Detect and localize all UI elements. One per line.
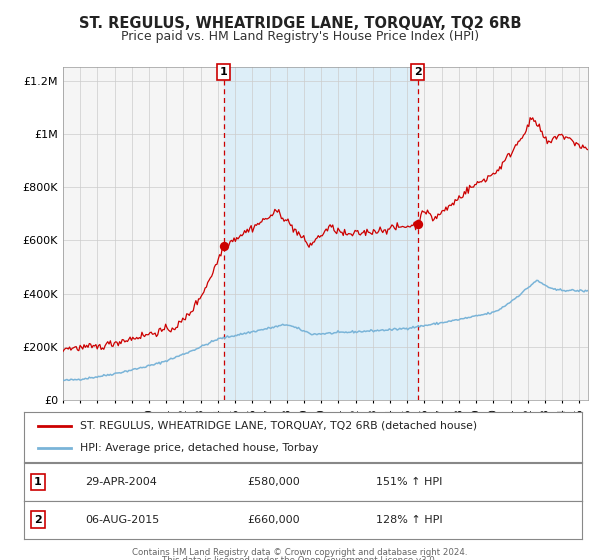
Bar (224, 67, 418, 400)
Text: 128% ↑ HPI: 128% ↑ HPI (376, 515, 442, 525)
Text: 29-APR-2004: 29-APR-2004 (85, 477, 157, 487)
Text: £660,000: £660,000 (247, 515, 300, 525)
Text: 151% ↑ HPI: 151% ↑ HPI (376, 477, 442, 487)
Text: ST. REGULUS, WHEATRIDGE LANE, TORQUAY, TQ2 6RB (detached house): ST. REGULUS, WHEATRIDGE LANE, TORQUAY, T… (80, 421, 477, 431)
Text: 2: 2 (414, 67, 421, 77)
Point (219, 241, 229, 250)
Text: This data is licensed under the Open Government Licence v3.0.: This data is licensed under the Open Gov… (163, 556, 437, 560)
Text: Contains HM Land Registry data © Crown copyright and database right 2024.: Contains HM Land Registry data © Crown c… (132, 548, 468, 557)
Text: 06-AUG-2015: 06-AUG-2015 (85, 515, 160, 525)
Text: ST. REGULUS, WHEATRIDGE LANE, TORQUAY, TQ2 6RB: ST. REGULUS, WHEATRIDGE LANE, TORQUAY, T… (79, 16, 521, 31)
Text: HPI: Average price, detached house, Torbay: HPI: Average price, detached house, Torb… (80, 443, 318, 453)
Text: £580,000: £580,000 (247, 477, 300, 487)
Point (413, 220, 422, 229)
Text: Price paid vs. HM Land Registry's House Price Index (HPI): Price paid vs. HM Land Registry's House … (121, 30, 479, 43)
Text: 1: 1 (220, 67, 227, 77)
Text: 1: 1 (34, 477, 42, 487)
Text: 2: 2 (34, 515, 42, 525)
